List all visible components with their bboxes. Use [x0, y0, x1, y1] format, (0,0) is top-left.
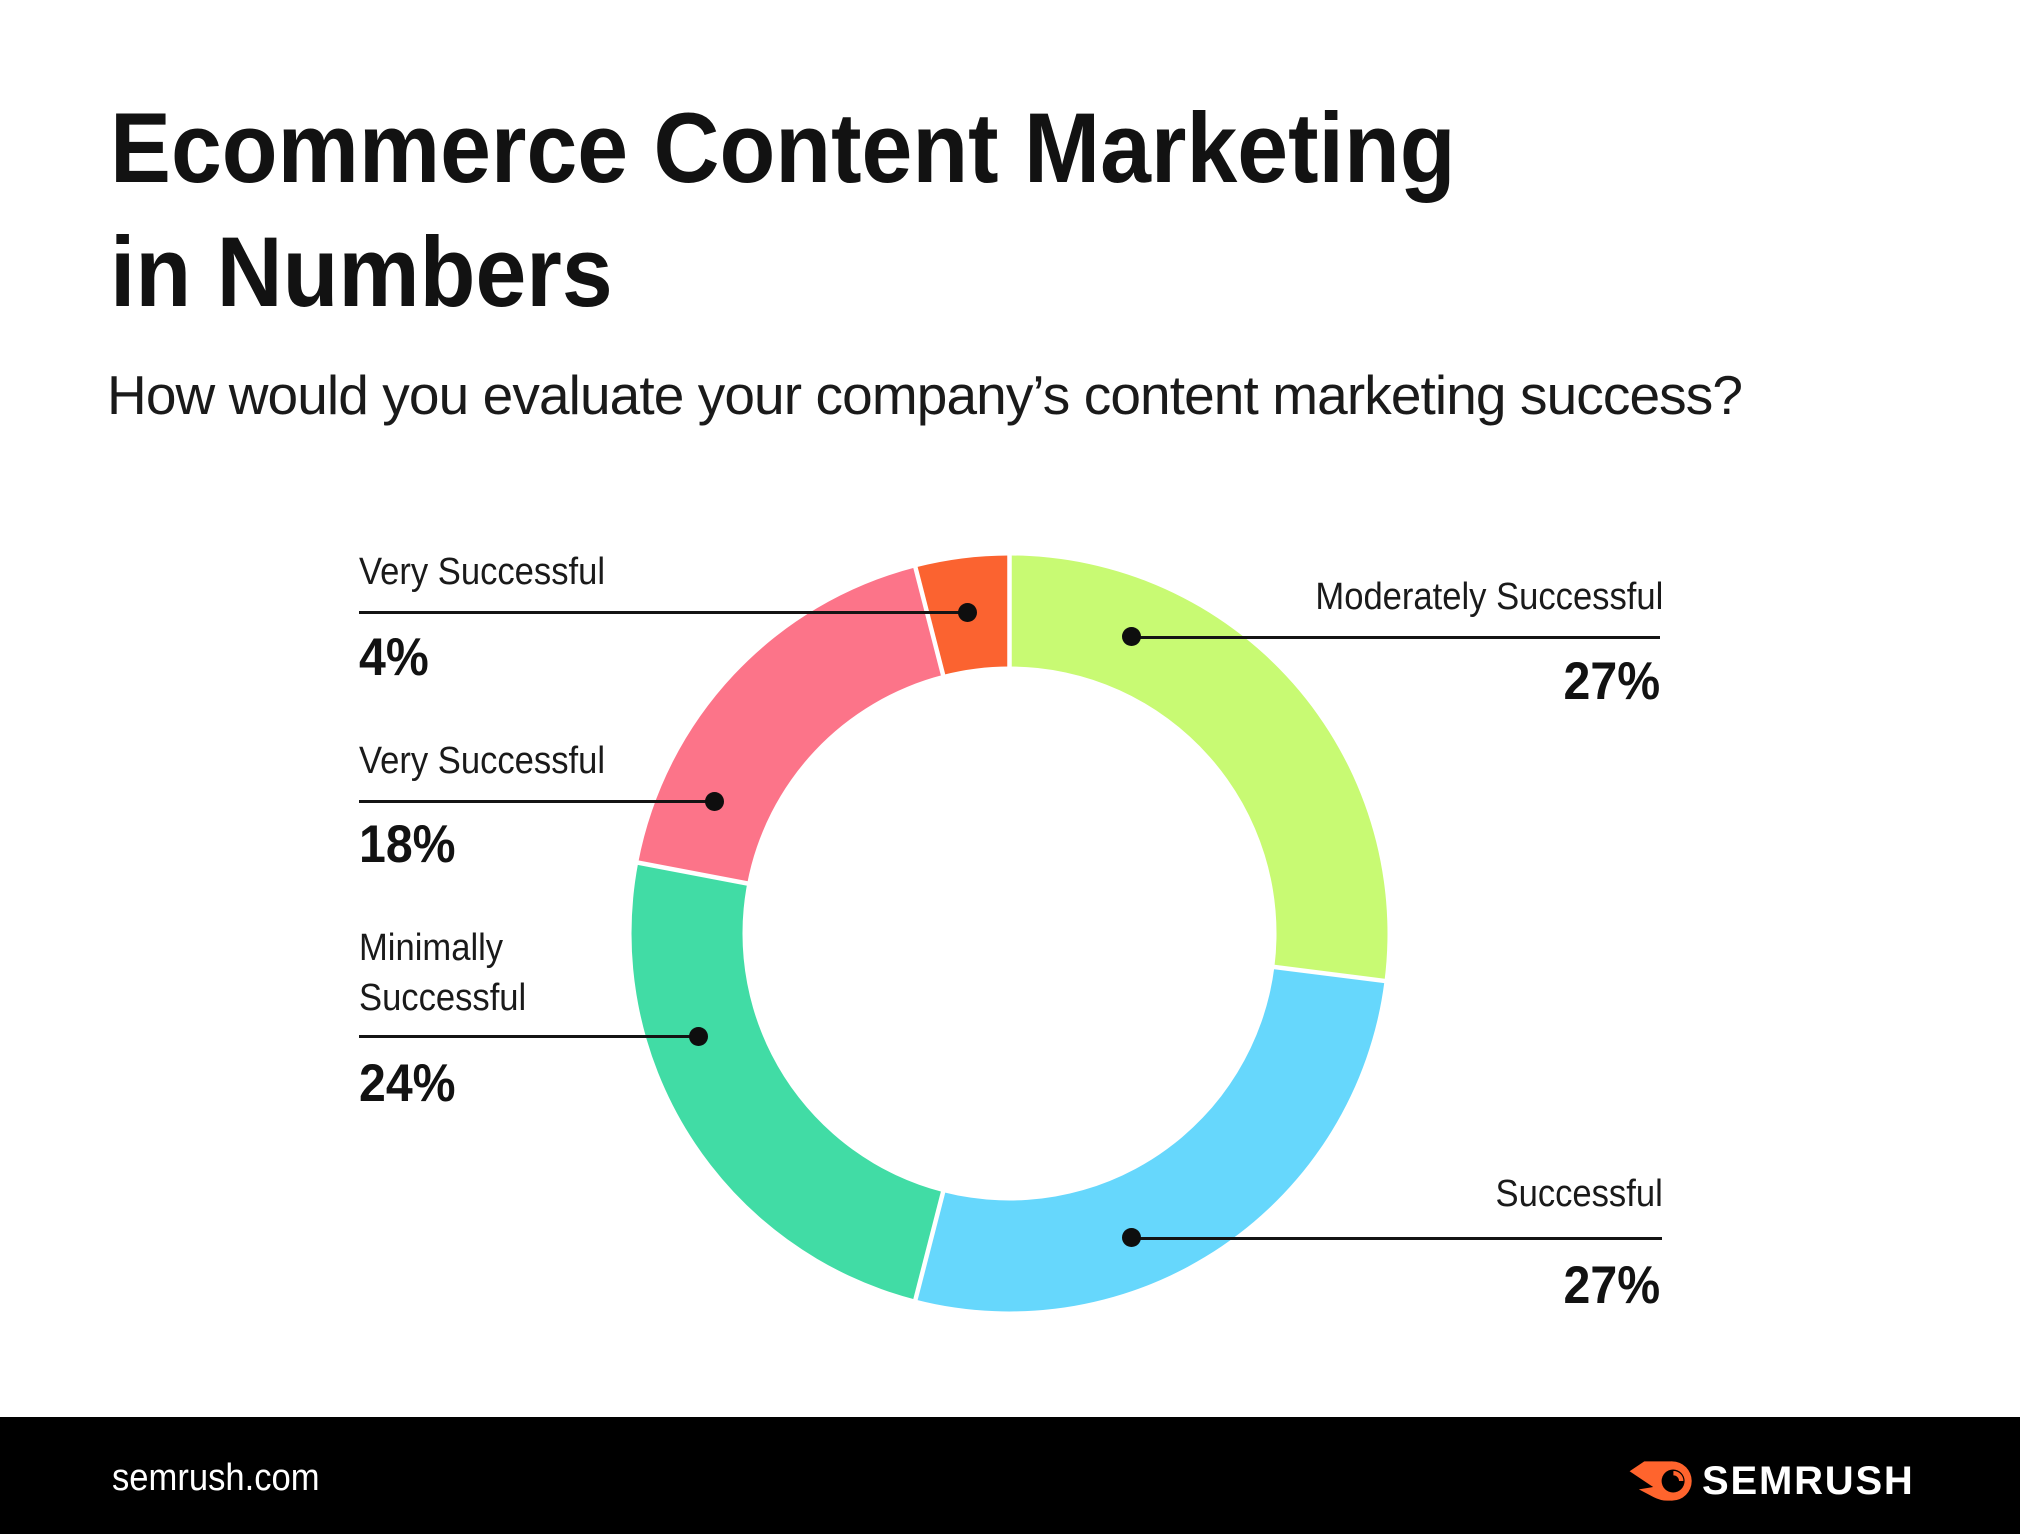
svg-text:SEMRUSH: SEMRUSH: [1702, 1459, 1915, 1503]
